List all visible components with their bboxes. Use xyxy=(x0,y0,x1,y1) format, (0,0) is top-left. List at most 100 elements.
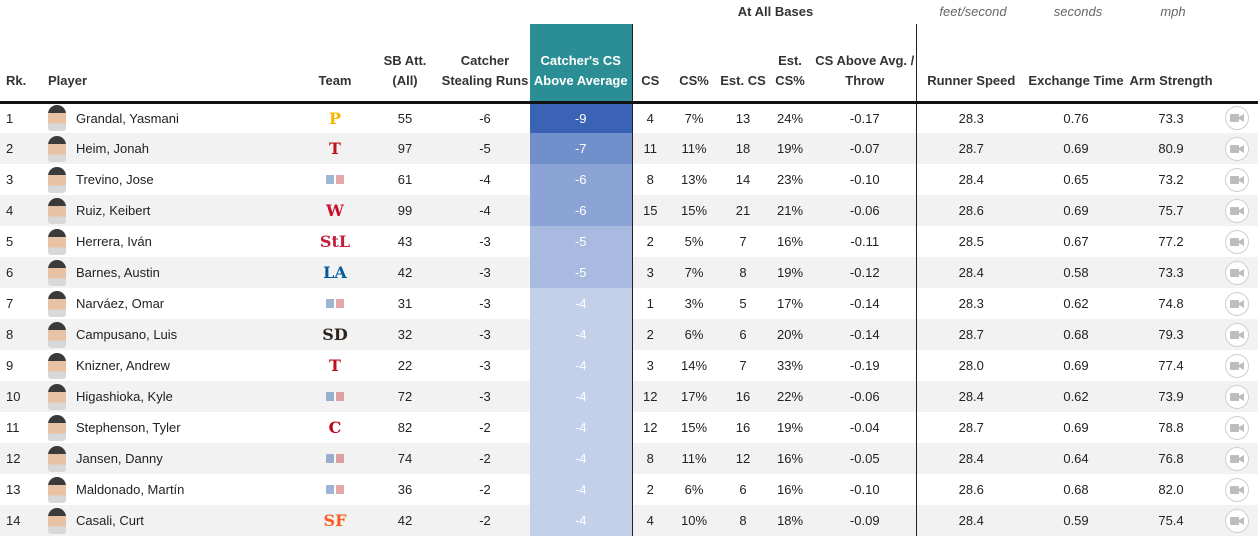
cs-cell: 4 xyxy=(631,505,668,536)
video-camera-icon[interactable] xyxy=(1225,260,1249,285)
exchange-time-cell: 0.62 xyxy=(1063,296,1089,311)
cs-per-throw-cell: -0.05 xyxy=(814,443,917,474)
col-est-cs[interactable]: Est. CS xyxy=(720,24,766,104)
video-camera-icon[interactable] xyxy=(1225,477,1249,502)
team-logo-cell: SF xyxy=(300,505,370,536)
video-cell xyxy=(1216,319,1258,350)
col-cs-above-average[interactable]: Catcher's CS Above Average xyxy=(530,24,632,104)
col-exchange-time[interactable]: Exchange Time xyxy=(1026,24,1126,104)
rank-cell: 8 xyxy=(0,319,42,350)
player-name-link[interactable]: Narváez, Omar xyxy=(76,296,165,311)
player-headshot-avatar xyxy=(48,290,66,317)
video-cell xyxy=(1216,381,1258,412)
rank-cell: 11 xyxy=(6,420,20,435)
cs-per-throw-cell: -0.12 xyxy=(814,257,917,288)
team-logo-icon: P xyxy=(328,108,342,128)
sb-att-cell: 99 xyxy=(370,195,440,226)
unit-exchange-time: seconds xyxy=(1053,4,1103,19)
col-sb-att[interactable]: SB Att. (All) xyxy=(370,24,440,104)
cs-pct-cell: 10% xyxy=(668,505,720,536)
video-cell xyxy=(1216,350,1258,381)
player-name-link[interactable]: Barnes, Austin xyxy=(76,265,160,280)
exchange-time-cell: 0.69 xyxy=(1026,195,1126,226)
runner-speed-cell: 28.5 xyxy=(958,234,984,249)
cs-per-throw-cell: -0.06 xyxy=(814,381,917,412)
video-cell xyxy=(1216,505,1258,536)
col-est-cs-pct[interactable]: Est. CS% xyxy=(766,24,814,104)
runner-speed-cell: 28.4 xyxy=(916,257,1026,288)
col-rank[interactable]: Rk. xyxy=(0,24,42,104)
video-camera-icon[interactable] xyxy=(1225,198,1249,223)
table-row: 12 Jansen, Danny 74 -2 -4 8 11% 12 16% -… xyxy=(0,443,1258,474)
table-row: 9 Knizner, Andrew T 22 -3 -4 3 14% 7 33%… xyxy=(0,350,1258,381)
team-logo-cell: T xyxy=(300,350,370,381)
player-headshot-avatar xyxy=(48,321,66,348)
team-logo-icon xyxy=(326,175,344,184)
cs-above-average-cell: -4 xyxy=(530,319,632,350)
video-camera-icon[interactable] xyxy=(1225,508,1249,533)
player-name-link[interactable]: Grandal, Yasmani xyxy=(76,110,179,126)
player-name-link[interactable]: Trevino, Jose xyxy=(76,172,154,187)
col-arm-strength[interactable]: Arm Strength xyxy=(1126,24,1216,104)
video-camera-icon[interactable] xyxy=(1225,446,1249,471)
player-name-link[interactable]: Casali, Curt xyxy=(76,513,144,528)
cs-above-average-cell: -6 xyxy=(530,195,632,226)
est-cs-pct-cell: 22% xyxy=(766,381,814,412)
arm-strength-cell: 74.8 xyxy=(1158,296,1184,311)
video-camera-icon[interactable] xyxy=(1225,229,1249,254)
runner-speed-cell: 28.7 xyxy=(916,133,1026,164)
video-camera-icon[interactable] xyxy=(1225,353,1249,378)
col-team[interactable]: Team xyxy=(300,24,370,104)
runner-speed-cell: 28.6 xyxy=(916,195,1026,226)
team-logo-icon: LA xyxy=(323,263,347,282)
video-camera-icon[interactable] xyxy=(1225,415,1249,440)
video-camera-icon[interactable] xyxy=(1225,167,1249,192)
video-camera-icon[interactable] xyxy=(1225,291,1249,316)
stealing-runs-cell: -2 xyxy=(440,443,530,474)
player-headshot-avatar xyxy=(48,166,66,193)
cs-cell: 15 xyxy=(631,195,668,226)
col-cs-above-avg-throw[interactable]: CS Above Avg. / Throw xyxy=(814,24,917,104)
player-headshot-avatar xyxy=(48,135,66,162)
est-cs-cell: 21 xyxy=(720,195,766,226)
player-cell: Ruiz, Keibert xyxy=(42,195,300,226)
player-name-link[interactable]: Knizner, Andrew xyxy=(76,358,170,373)
arm-strength-cell: 80.9 xyxy=(1126,133,1216,164)
video-cell xyxy=(1216,195,1258,226)
team-logo-cell: P xyxy=(300,102,370,133)
est-cs-cell: 12 xyxy=(720,443,766,474)
player-headshot-avatar xyxy=(48,476,66,503)
cs-per-throw-cell: -0.06 xyxy=(814,195,917,226)
col-catcher-stealing-runs[interactable]: Catcher Stealing Runs xyxy=(440,24,530,104)
video-cell xyxy=(1216,288,1258,319)
player-cell: Campusano, Luis xyxy=(42,319,300,350)
exchange-time-cell: 0.76 xyxy=(1063,110,1089,126)
arm-strength-cell: 75.4 xyxy=(1126,505,1216,536)
player-cell: Barnes, Austin xyxy=(42,257,300,288)
player-name-link[interactable]: Campusano, Luis xyxy=(76,327,178,342)
col-runner-speed[interactable]: Runner Speed xyxy=(916,24,1026,104)
player-name-link[interactable]: Jansen, Danny xyxy=(76,451,163,466)
exchange-time-cell: 0.68 xyxy=(1026,319,1126,350)
player-cell: Casali, Curt xyxy=(42,505,300,536)
exchange-time-cell: 0.69 xyxy=(1063,420,1089,435)
col-player[interactable]: Player xyxy=(42,24,300,104)
video-camera-icon[interactable] xyxy=(1225,384,1249,409)
cs-pct-cell: 17% xyxy=(668,381,720,412)
video-camera-icon[interactable] xyxy=(1225,106,1249,131)
player-name-link[interactable]: Higashioka, Kyle xyxy=(76,389,173,404)
player-name-link[interactable]: Stephenson, Tyler xyxy=(76,420,181,435)
cs-above-average-cell: -4 xyxy=(530,381,632,412)
rank-cell: 12 xyxy=(0,443,42,474)
player-name-link[interactable]: Maldonado, Martín xyxy=(76,482,185,497)
col-cs-pct[interactable]: CS% xyxy=(668,24,720,104)
video-camera-icon[interactable] xyxy=(1225,136,1249,161)
video-camera-icon[interactable] xyxy=(1225,322,1249,347)
player-name-link[interactable]: Heim, Jonah xyxy=(76,141,149,156)
col-cs[interactable]: CS xyxy=(631,24,668,104)
runner-speed-cell: 28.4 xyxy=(916,443,1026,474)
player-name-link[interactable]: Herrera, Iván xyxy=(76,234,152,249)
cs-per-throw-cell: -0.14 xyxy=(814,319,917,350)
player-name-link[interactable]: Ruiz, Keibert xyxy=(76,203,151,218)
cs-cell: 8 xyxy=(631,164,668,195)
